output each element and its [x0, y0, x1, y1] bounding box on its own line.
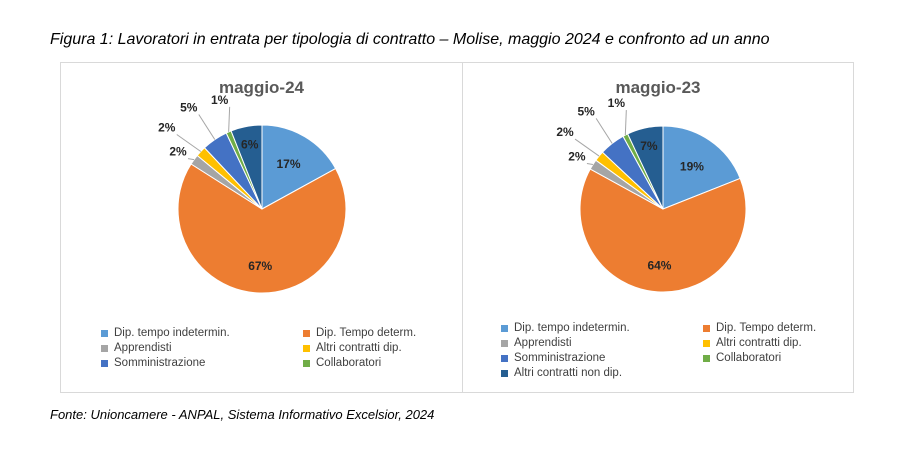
legend-label: Apprendisti [514, 337, 572, 349]
legend-label: Collaboratori [316, 357, 382, 369]
legend-label: Altri contratti non dip. [514, 367, 623, 379]
data-label: 1% [211, 93, 229, 107]
chart-panel-maggio-24: maggio-24 17% 67% 2% 2% 5% 1% 6% Dip. tempo in… [60, 62, 463, 393]
pie-slice [626, 125, 664, 210]
legend-swatch [703, 325, 710, 332]
chart-panel-maggio-23: maggio-23 19% 64% 2% 2% 5% 1% 7% Dip. tempo in… [462, 62, 854, 393]
data-label: 17% [276, 157, 300, 171]
legend-swatch [303, 345, 310, 352]
data-label: 64% [647, 258, 671, 272]
legend-swatch [703, 355, 710, 362]
leader-line [574, 138, 600, 157]
pie-slice [662, 125, 741, 210]
leader-line [187, 158, 195, 161]
legend-item: Dip. tempo indetermin. [501, 321, 681, 336]
data-label: 5% [180, 101, 198, 115]
legend-swatch [501, 370, 508, 377]
legend-label: Dip. tempo indetermin. [514, 322, 630, 334]
legend-label: Dip. Tempo determ. [716, 322, 817, 334]
legend-item: Altri contratti non dip. [501, 366, 681, 381]
data-label: 2% [158, 120, 176, 134]
chart-legend: Dip. tempo indetermin. Dip. Tempo determ.… [101, 326, 453, 371]
pie-slice [579, 168, 747, 293]
legend-item: Altri contratti dip. [303, 341, 453, 356]
leader-line [198, 114, 216, 140]
legend-swatch [303, 360, 310, 367]
leader-line [228, 106, 231, 132]
leader-line [586, 163, 594, 166]
pie-slice [177, 163, 347, 294]
legend-label: Somministrazione [114, 357, 206, 369]
data-label: 2% [568, 150, 586, 164]
chart-title: maggio-24 [218, 78, 305, 97]
legend-label: Dip. tempo indetermin. [114, 327, 230, 339]
data-label: 6% [241, 138, 259, 152]
legend-label: Apprendisti [114, 342, 172, 354]
pie-slice [261, 124, 337, 210]
data-label: 1% [608, 96, 626, 110]
legend-swatch [101, 330, 108, 337]
legend-item: Dip. Tempo determ. [303, 326, 453, 341]
legend-label: Altri contratti dip. [316, 342, 402, 354]
pie-chart: 19%64%2%2%5%1%7% [556, 96, 747, 293]
legend-swatch [501, 325, 508, 332]
legend-swatch [101, 360, 108, 367]
legend-label: Somministrazione [514, 352, 606, 364]
legend-label: Dip. Tempo determ. [316, 327, 417, 339]
legend-item: Apprendisti [501, 336, 681, 351]
data-label: 19% [680, 159, 704, 173]
leader-line [595, 118, 613, 144]
leader-line [624, 110, 627, 136]
pie-slice [230, 124, 263, 210]
chart-title: maggio-23 [615, 78, 701, 97]
data-label: 7% [640, 139, 658, 153]
data-label: 67% [248, 259, 272, 273]
legend-swatch [501, 340, 508, 347]
figure-title: Figura 1: Lavoratori in entrata per tipo… [50, 31, 770, 48]
legend-item: Collaboratori [703, 351, 853, 366]
legend-label: Altri contratti dip. [716, 337, 802, 349]
source-note: Fonte: Unioncamere - ANPAL, Sistema Info… [50, 407, 435, 422]
data-label: 5% [577, 104, 595, 118]
data-label: 2% [556, 125, 574, 139]
legend-label: Collaboratori [716, 352, 782, 364]
legend-item: Altri contratti dip. [703, 336, 853, 351]
legend-item: Somministrazione [501, 351, 681, 366]
legend-swatch [501, 355, 508, 362]
legend-swatch [101, 345, 108, 352]
legend-swatch [703, 340, 710, 347]
leader-line [176, 134, 202, 152]
pie-chart: 17% 67% 2% 2% 5% 1% 6% [158, 93, 347, 294]
legend-item: Collaboratori [303, 356, 453, 371]
legend-item: Somministrazione [101, 356, 281, 371]
chart-legend: Dip. tempo indetermin. Dip. Tempo determ.… [501, 321, 853, 381]
legend-item: Dip. Tempo determ. [703, 321, 853, 336]
legend-item: Dip. tempo indetermin. [101, 326, 281, 341]
legend-swatch [303, 330, 310, 337]
data-label: 2% [169, 145, 187, 159]
legend-item: Apprendisti [101, 341, 281, 356]
